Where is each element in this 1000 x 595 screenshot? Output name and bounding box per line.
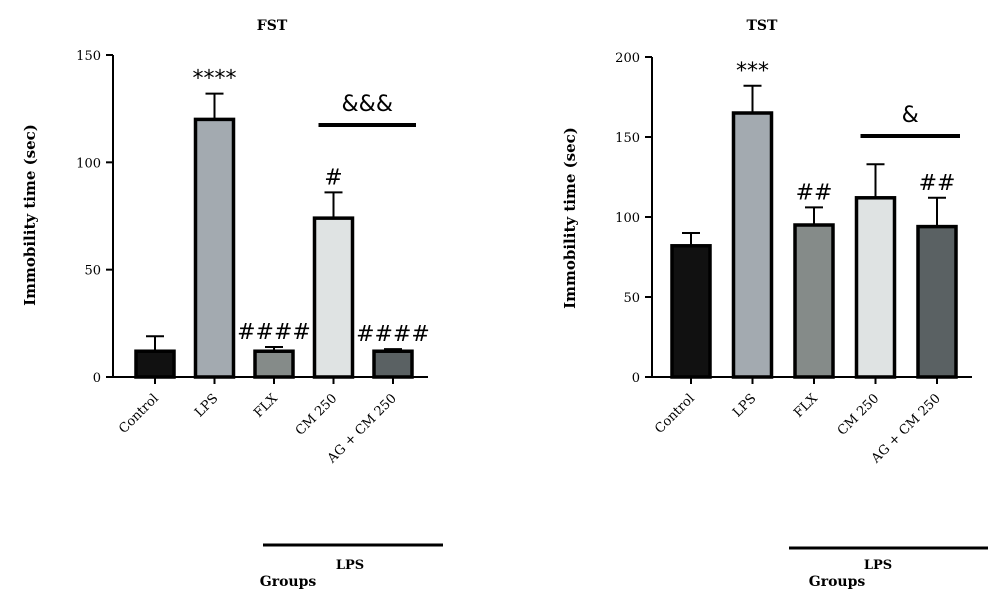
tst-y-tick-label: 0 xyxy=(632,371,640,386)
tst-x-tick-label: Control xyxy=(652,391,698,437)
fst-y-tick-label: 0 xyxy=(93,371,101,386)
fst-x-tick-label: FLX xyxy=(251,391,281,421)
fst-bar-1 xyxy=(134,349,176,379)
fst-x-tick-label: LPS xyxy=(192,391,221,420)
fst-bar-3 xyxy=(253,349,295,379)
fst-group-label: LPS xyxy=(336,558,364,573)
fst-bar-2 xyxy=(193,117,236,379)
tst-y-tick-label: 200 xyxy=(615,51,640,66)
tst-comparison-mark: & xyxy=(902,103,919,128)
fst-significance-mark: **** xyxy=(193,67,237,92)
tst-significance-mark: *** xyxy=(736,59,769,84)
tst-bar-3 xyxy=(793,223,835,379)
tst-significance-mark: ## xyxy=(796,180,833,205)
tst-panel: TST Immobility time (sec) 0 50 100 150 200 Co… xyxy=(561,18,988,590)
tst-bar-4 xyxy=(854,196,897,379)
fst-x-tick-label: Control xyxy=(116,391,162,437)
tst-y-tick-label: 100 xyxy=(615,211,640,226)
fst-y-tick-label: 100 xyxy=(76,156,101,171)
tst-y-tick-label: 150 xyxy=(615,131,640,146)
fst-x-axis-label: Groups xyxy=(260,574,317,590)
tst-bar-2 xyxy=(731,111,774,379)
tst-bar-1 xyxy=(670,244,712,379)
tst-bar-5 xyxy=(916,224,958,379)
fst-panel: FST Immobility time (sec) 0 50 100 150 Contr… xyxy=(21,18,443,590)
tst-x-tick-label: CM 250 xyxy=(835,391,883,439)
tst-y-tick-label: 50 xyxy=(623,291,640,306)
fst-comparison-mark: &&& xyxy=(342,92,393,117)
tst-title: TST xyxy=(747,18,779,34)
tst-x-tick-label: LPS xyxy=(730,391,759,420)
fst-bar-4 xyxy=(312,216,355,379)
tst-x-axis-label: Groups xyxy=(809,574,866,590)
fst-x-tick-label: CM 250 xyxy=(293,391,341,439)
fst-significance-mark: # xyxy=(324,165,342,190)
tst-group-label: LPS xyxy=(864,558,892,573)
fst-title: FST xyxy=(257,18,288,34)
tst-significance-mark: ## xyxy=(919,171,956,196)
fst-y-axis-label: Immobility time (sec) xyxy=(21,124,39,306)
tst-y-axis-label: Immobility time (sec) xyxy=(561,127,579,309)
fst-significance-mark: #### xyxy=(237,320,311,345)
fst-bar-5 xyxy=(372,349,414,379)
fst-y-tick-label: 150 xyxy=(76,49,101,64)
fst-y-tick-label: 50 xyxy=(84,264,101,279)
fst-significance-mark: #### xyxy=(356,322,430,347)
tst-x-tick-label: FLX xyxy=(791,391,821,421)
